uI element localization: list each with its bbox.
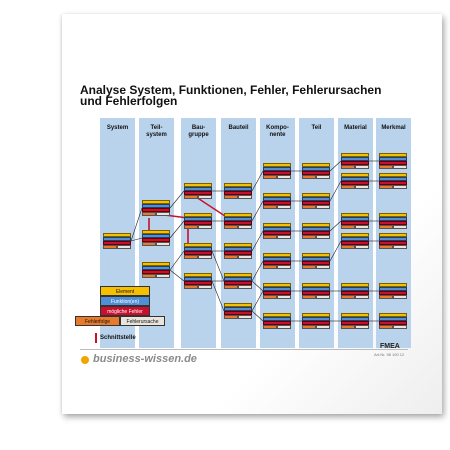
fmea-element-block [263, 163, 291, 180]
fmea-element-block [224, 243, 252, 260]
column-header: Bauteil [228, 125, 249, 131]
column-header: Teil [311, 125, 322, 131]
fmea-element-block [224, 213, 252, 230]
doc-label: FMEA [380, 343, 400, 350]
diagram-title: Analyse System, Funktionen, Fehler, Fehl… [80, 83, 382, 108]
fmea-element-block [379, 153, 407, 170]
connector-line [329, 240, 342, 262]
column-header: System [106, 125, 129, 131]
schnittstelle-label: Schnittstelle [100, 335, 136, 341]
connector-line [251, 310, 264, 322]
column-3 [181, 118, 216, 348]
connector-line [251, 290, 264, 312]
fmea-element-block [341, 173, 369, 190]
connector-line [130, 207, 143, 242]
legend-fehler: mögliche Fehler [100, 306, 150, 316]
fmea-element-block [103, 233, 131, 250]
footer-divider [80, 349, 408, 350]
connector-line [211, 250, 225, 282]
fmea-element-block [302, 253, 330, 270]
connector-line [169, 220, 185, 239]
fmea-element-block [224, 183, 252, 200]
connector-line [251, 170, 264, 192]
fmea-element-block [184, 183, 212, 200]
fmea-element-block [379, 283, 407, 300]
legend-funktion: Funktion(en) [100, 296, 150, 306]
fmea-element-block [184, 243, 212, 260]
fmea-element-block [263, 193, 291, 210]
fmea-element-block [302, 223, 330, 240]
fmea-element-block [379, 313, 407, 330]
fmea-element-block [379, 233, 407, 250]
connector-line [251, 280, 264, 292]
connector-line [251, 260, 264, 282]
fmea-element-block [302, 313, 330, 330]
column-header: Bau-gruppe [188, 125, 209, 138]
fmea-element-block [302, 163, 330, 180]
connector-line [329, 220, 342, 232]
fmea-element-block [341, 213, 369, 230]
fmea-element-block [341, 153, 369, 170]
fmea-element-block [184, 213, 212, 230]
connector-line [169, 269, 185, 282]
schnittstelle-marker [95, 333, 97, 343]
fmea-element-block [379, 213, 407, 230]
column-header: Kompo-nente [266, 125, 289, 138]
brand-logo-dot [81, 356, 89, 364]
fmea-element-block [263, 313, 291, 330]
brand-name: business-wissen.de [93, 353, 197, 365]
column-header: Material [344, 125, 367, 131]
legend-element: Element [100, 286, 150, 296]
fmea-element-block [341, 283, 369, 300]
fmea-element-block [263, 253, 291, 270]
fmea-element-block [184, 273, 212, 290]
fmea-element-block [142, 262, 170, 279]
connector-line [130, 237, 143, 242]
article-number: Art.Nr. 98 100 12 [374, 352, 405, 357]
fmea-element-block [224, 303, 252, 320]
legend-fehlerfolge: Fehlerfolge [75, 316, 120, 326]
connector-line [169, 250, 185, 271]
legend-fehlerursache: Fehlerursache [120, 316, 165, 326]
connector-line [211, 280, 225, 312]
fmea-element-block [302, 193, 330, 210]
fmea-element-block [302, 283, 330, 300]
fmea-element-block [263, 223, 291, 240]
fmea-element-block [379, 173, 407, 190]
fmea-element-block [263, 283, 291, 300]
connector-line [169, 190, 185, 209]
fmea-element-block [142, 230, 170, 247]
fmea-element-block [142, 200, 170, 217]
connector-line [329, 180, 342, 202]
connector-line [251, 200, 264, 222]
column-header: Teil-system [146, 125, 167, 138]
fmea-element-block [224, 273, 252, 290]
connector-line [251, 230, 264, 252]
fmea-element-block [341, 233, 369, 250]
connector-line [329, 160, 342, 172]
column-header: Merkmal [381, 125, 406, 131]
fmea-element-block [341, 313, 369, 330]
